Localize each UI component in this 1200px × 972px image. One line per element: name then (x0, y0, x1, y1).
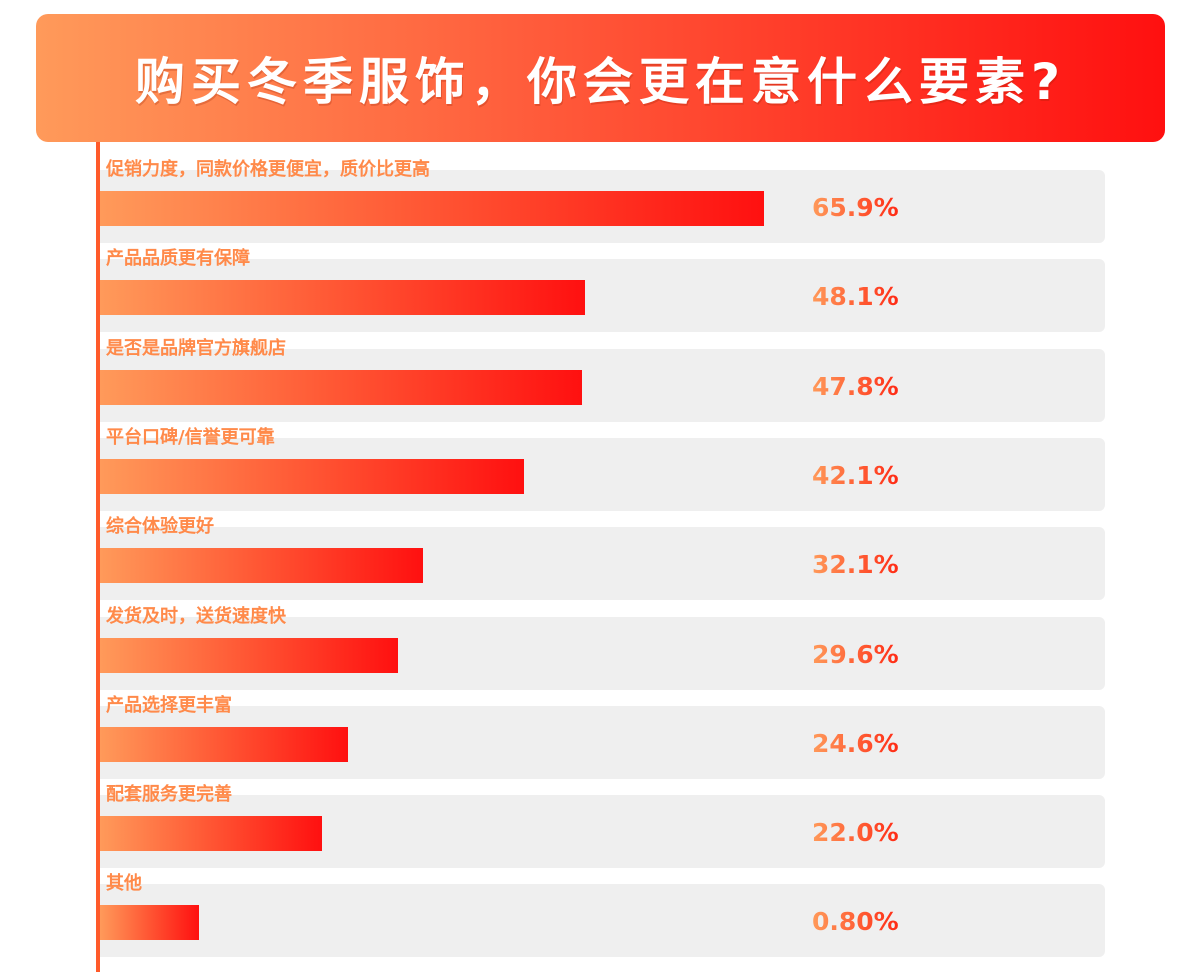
title-banner: 购买冬季服饰，你会更在意什么要素? (36, 14, 1165, 142)
bar-row: 综合体验更好 32.1% (100, 516, 1105, 601)
value-label: 0.80% (812, 902, 899, 942)
category-label: 平台口碑/信誉更可靠 (106, 426, 275, 448)
category-label: 产品选择更丰富 (106, 694, 232, 716)
value-label: 22.0% (812, 813, 899, 853)
value-label: 32.1% (812, 545, 899, 585)
bar-row: 发货及时，送货速度快 29.6% (100, 606, 1105, 690)
value-label: 24.6% (812, 724, 899, 764)
category-label: 是否是品牌官方旗舰店 (106, 337, 286, 359)
bar (100, 637, 399, 673)
bar (100, 726, 348, 762)
bar (100, 458, 525, 494)
category-label: 综合体验更好 (106, 516, 214, 538)
bar-row: 促销力度，同款价格更便宜，质价比更高 65.9% (100, 159, 1105, 243)
bar (100, 280, 585, 316)
chart-title: 购买冬季服饰，你会更在意什么要素? (134, 53, 1066, 111)
value-label: 42.1% (812, 456, 899, 496)
bar-row: 配套服务更完善 22.0% (100, 784, 1105, 869)
bar (100, 369, 582, 405)
bar (100, 191, 764, 226)
bar-row: 其他 0.80% (100, 873, 1105, 958)
category-label: 其他 (106, 873, 142, 895)
bar (100, 905, 199, 941)
category-label: 促销力度，同款价格更便宜，质价比更高 (106, 159, 430, 180)
bar-row: 产品品质更有保障 48.1% (100, 248, 1105, 333)
category-label: 配套服务更完善 (106, 784, 232, 806)
value-label: 65.9% (812, 188, 899, 228)
value-label: 48.1% (812, 277, 899, 317)
category-label: 产品品质更有保障 (106, 248, 250, 270)
bar-row: 平台口碑/信誉更可靠 42.1% (100, 427, 1105, 511)
value-label: 29.6% (812, 635, 899, 675)
value-label: 47.8% (812, 367, 899, 407)
bar (100, 816, 322, 852)
bar-row: 产品选择更丰富 24.6% (100, 695, 1105, 779)
axis-line (96, 142, 100, 972)
bar (100, 548, 424, 584)
bar-row: 是否是品牌官方旗舰店 47.8% (100, 338, 1105, 422)
category-label: 发货及时，送货速度快 (106, 605, 286, 627)
